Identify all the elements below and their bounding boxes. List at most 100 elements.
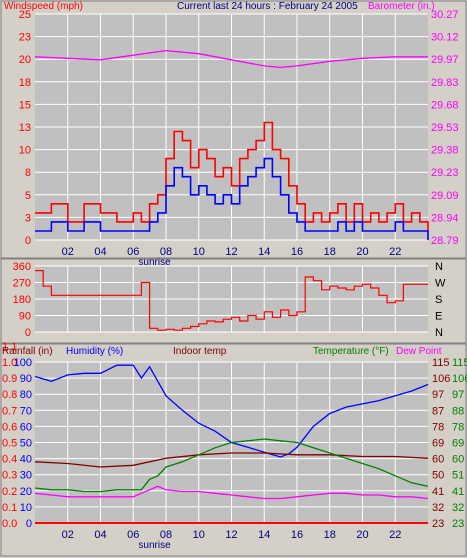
direction-y-tick: 180	[13, 294, 31, 306]
wind-average-series	[35, 157, 429, 240]
barometer-series	[34, 49, 428, 69]
temp-x-tick: 04	[94, 529, 106, 541]
rain-y-tick: 0.1	[2, 502, 17, 514]
wind-x-tick: 16	[291, 246, 303, 258]
humidity-y-tick: 70	[20, 405, 32, 417]
barometer-tick: 28.94	[431, 212, 459, 224]
temp-y-tick: 51	[452, 470, 464, 482]
temp-y-tick: 115	[452, 357, 467, 369]
wind-frame	[0, 0, 467, 259]
humidity-y-tick: 0	[26, 518, 32, 530]
sunrise-label: sunrise	[138, 257, 171, 268]
wind-x-tick: 10	[193, 246, 205, 258]
temp-y-tick: 60	[452, 454, 464, 466]
temp-y-tick: 78	[452, 421, 464, 433]
temp-x-tick: 14	[258, 529, 270, 541]
indoor-y-tick: 50	[432, 470, 444, 482]
compass-tick: W	[435, 278, 446, 290]
temp-x-tick: 20	[356, 529, 368, 541]
indoor-y-tick: 78	[432, 421, 444, 433]
temp-y-tick: 23	[452, 518, 464, 530]
wind-x-tick: 20	[356, 246, 368, 258]
temp-x-tick: 10	[193, 529, 205, 541]
rain-y-tick: 0.0	[2, 518, 17, 530]
wind-x-tick: 22	[389, 246, 401, 258]
chart-title: Current last 24 hours : February 24 2005	[177, 1, 358, 12]
wind-x-tick: 14	[258, 246, 270, 258]
direction-y-tick: 0	[25, 327, 31, 339]
wind-x-tick: 06	[127, 246, 139, 258]
compass-tick: N	[435, 261, 443, 273]
indoor-y-tick: 97	[432, 389, 444, 401]
indoor-y-tick: 115	[432, 357, 450, 369]
barometer-tick: 30.27	[431, 9, 459, 21]
compass-tick: N	[435, 327, 443, 339]
wind-x-tick: 12	[225, 246, 237, 258]
rain-y-tick: 0.6	[2, 421, 17, 433]
rain-y-tick: 0.7	[2, 405, 17, 417]
direction-y-tick: 360	[13, 261, 31, 273]
rain-y-tick: 0.4	[2, 454, 17, 466]
sunrise-label: sunrise	[138, 540, 171, 551]
indoor-y-tick: 60	[432, 454, 444, 466]
direction-y-tick: 90	[19, 311, 31, 323]
dewpoint-label: Dew Point	[396, 346, 442, 357]
windspeed-series	[35, 121, 429, 231]
indoor-y-tick: 23	[432, 518, 444, 530]
wind-y-tick: 10	[19, 145, 31, 157]
indoor-y-tick: 87	[432, 405, 444, 417]
rain-y-tick: 0.3	[2, 470, 17, 482]
wind-y-tick: 8	[25, 167, 31, 179]
barometer-tick: 30.12	[431, 32, 459, 44]
indoor-y-tick: 32	[432, 502, 444, 514]
wind-y-tick: 3	[25, 212, 31, 224]
wind-y-tick: 13	[19, 122, 31, 134]
temperature-frame	[0, 343, 467, 557]
wind-x-tick: 08	[160, 246, 172, 258]
temp-y-tick: 69	[452, 438, 464, 450]
humidity-y-tick: 100	[14, 357, 32, 369]
humidity-y-tick: 60	[20, 421, 32, 433]
barometer-tick: 29.83	[431, 77, 459, 89]
barometer-label: Barometer (in.)	[368, 1, 435, 12]
humidity-y-tick: 40	[20, 454, 32, 466]
rain-y-tick: 0.8	[2, 389, 17, 401]
windspeed-label: Windspeed (mph)	[4, 1, 83, 12]
temp-x-tick: 18	[324, 529, 336, 541]
barometer-tick: 29.38	[431, 145, 459, 157]
temp-x-tick: 08	[160, 529, 172, 541]
indoor-temp-label: Indoor temp	[173, 346, 227, 357]
indoor-temp-series	[34, 452, 429, 468]
direction-series	[35, 270, 428, 331]
wind-y-tick: 23	[19, 32, 31, 44]
humidity-y-tick: 50	[20, 438, 32, 450]
barometer-tick: 29.53	[431, 122, 459, 134]
humidity-y-tick: 10	[20, 502, 32, 514]
compass-tick: S	[435, 294, 442, 306]
indoor-y-tick: 106	[432, 373, 450, 385]
temp-y-tick: 106	[452, 373, 467, 385]
indoor-y-tick: 41	[432, 486, 444, 498]
rain-y-tick: 1.0	[2, 357, 17, 369]
barometer-tick: 29.68	[431, 99, 459, 111]
indoor-y-tick: 69	[432, 438, 444, 450]
dewpoint-series	[34, 485, 429, 500]
rain-y-tick: 0.5	[2, 438, 17, 450]
rainfall-label: Rainfall (in)	[2, 346, 53, 357]
humidity-series	[34, 364, 429, 458]
direction-y-tick: 270	[13, 278, 31, 290]
wind-x-tick: 18	[324, 246, 336, 258]
humidity-y-tick: 90	[20, 373, 32, 385]
temp-x-tick: 16	[291, 529, 303, 541]
barometer-tick: 28.79	[431, 235, 459, 247]
compass-tick: E	[435, 311, 442, 323]
humidity-y-tick: 20	[20, 486, 32, 498]
wind-y-tick: 18	[19, 77, 31, 89]
wind-y-tick: 15	[19, 99, 31, 111]
wind-x-tick: 02	[62, 246, 74, 258]
humidity-y-tick: 30	[20, 470, 32, 482]
temp-y-tick: 88	[452, 405, 464, 417]
rain-y-tick: 1.1	[2, 341, 17, 353]
